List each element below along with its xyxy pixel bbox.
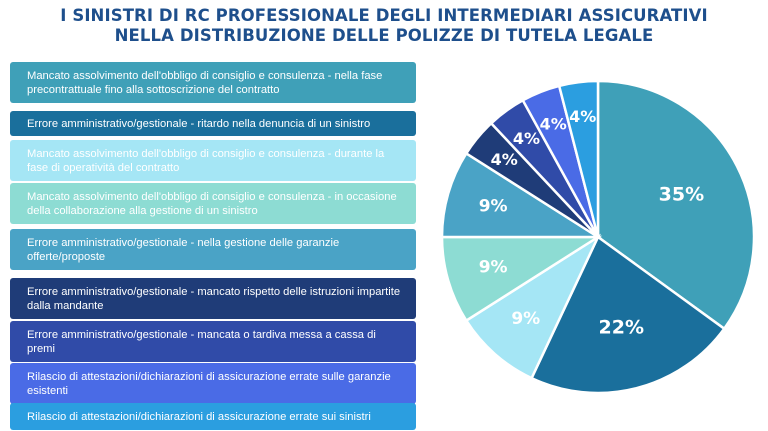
- chart-title-line-1: I SINISTRI DI RC PROFESSIONALE DEGLI INT…: [60, 6, 708, 25]
- pie-slice-5: [440, 151, 603, 239]
- legend-item-1: Mancato assolvimento dell'obbligo di con…: [10, 62, 416, 103]
- legend-item-label: Rilascio di attestazioni/dichiarazioni d…: [27, 410, 371, 423]
- pie-slice-label-6: 4%: [491, 150, 518, 169]
- legend-item-7: Errore amministrativo/gestionale - manca…: [10, 321, 416, 362]
- legend-item-label: Errore amministrativo/gestionale - nella…: [27, 236, 340, 263]
- pie-slice-3: [464, 233, 601, 380]
- legend-item-label: Errore amministrativo/gestionale - ritar…: [27, 117, 371, 130]
- legend-item-8: Rilascio di attestazioni/dichiarazioni d…: [10, 363, 416, 404]
- legend-item-label: Mancato assolvimento dell'obbligo di con…: [27, 147, 385, 174]
- legend-item-3: Mancato assolvimento dell'obbligo di con…: [10, 140, 416, 181]
- pie-labels: 35%22%9%9%9%4%4%4% 4%: [479, 107, 704, 339]
- legend-item-4: Mancato assolvimento dell'obbligo di con…: [10, 183, 416, 224]
- pie-slice-9: [557, 79, 600, 238]
- pie-slice-1: [596, 79, 756, 331]
- legend-item-5: Errore amministrativo/gestionale - nella…: [10, 229, 416, 270]
- pie-slice-label-4: 9%: [479, 257, 508, 277]
- legend-item-label: Rilascio di attestazioni/dichiarazioni d…: [27, 370, 391, 397]
- legend-item-label: Mancato assolvimento dell'obbligo di con…: [27, 190, 397, 217]
- legend-item-label: Mancato assolvimento dell'obbligo di con…: [27, 69, 383, 96]
- legend-item-9: Rilascio di attestazioni/dichiarazioni d…: [10, 403, 416, 430]
- legend-item-label: Errore amministrativo/gestionale - manca…: [27, 285, 401, 312]
- legend-item-2: Errore amministrativo/gestionale - ritar…: [10, 111, 416, 136]
- pie-slice-label-5: 9%: [479, 197, 508, 217]
- chart-title-line-2: NELLA DISTRIBUZIONE DELLE POLIZZE DI TUT…: [114, 26, 654, 45]
- legend-item-6: Errore amministrativo/gestionale - manca…: [10, 278, 416, 319]
- chart-title: I SINISTRI DI RC PROFESSIONALE DEGLI INT…: [0, 6, 768, 46]
- pie-slice-label-3: 9%: [511, 309, 540, 329]
- pie-slice-label-7: 4%: [513, 129, 540, 148]
- pie-slice-label-2: 22%: [599, 317, 644, 339]
- pie-slice-label-8: 4%: [540, 114, 567, 133]
- pie-slice-label-9: 4%: [569, 107, 596, 126]
- legend-item-label: Errore amministrativo/gestionale - manca…: [27, 328, 376, 355]
- pie-slice-label-1: 35%: [659, 184, 704, 206]
- pie-chart: 35%22%9%9%9%4%4%4% 4%: [440, 79, 756, 395]
- pie-slices: [440, 79, 756, 395]
- pie-slice-4: [440, 235, 603, 323]
